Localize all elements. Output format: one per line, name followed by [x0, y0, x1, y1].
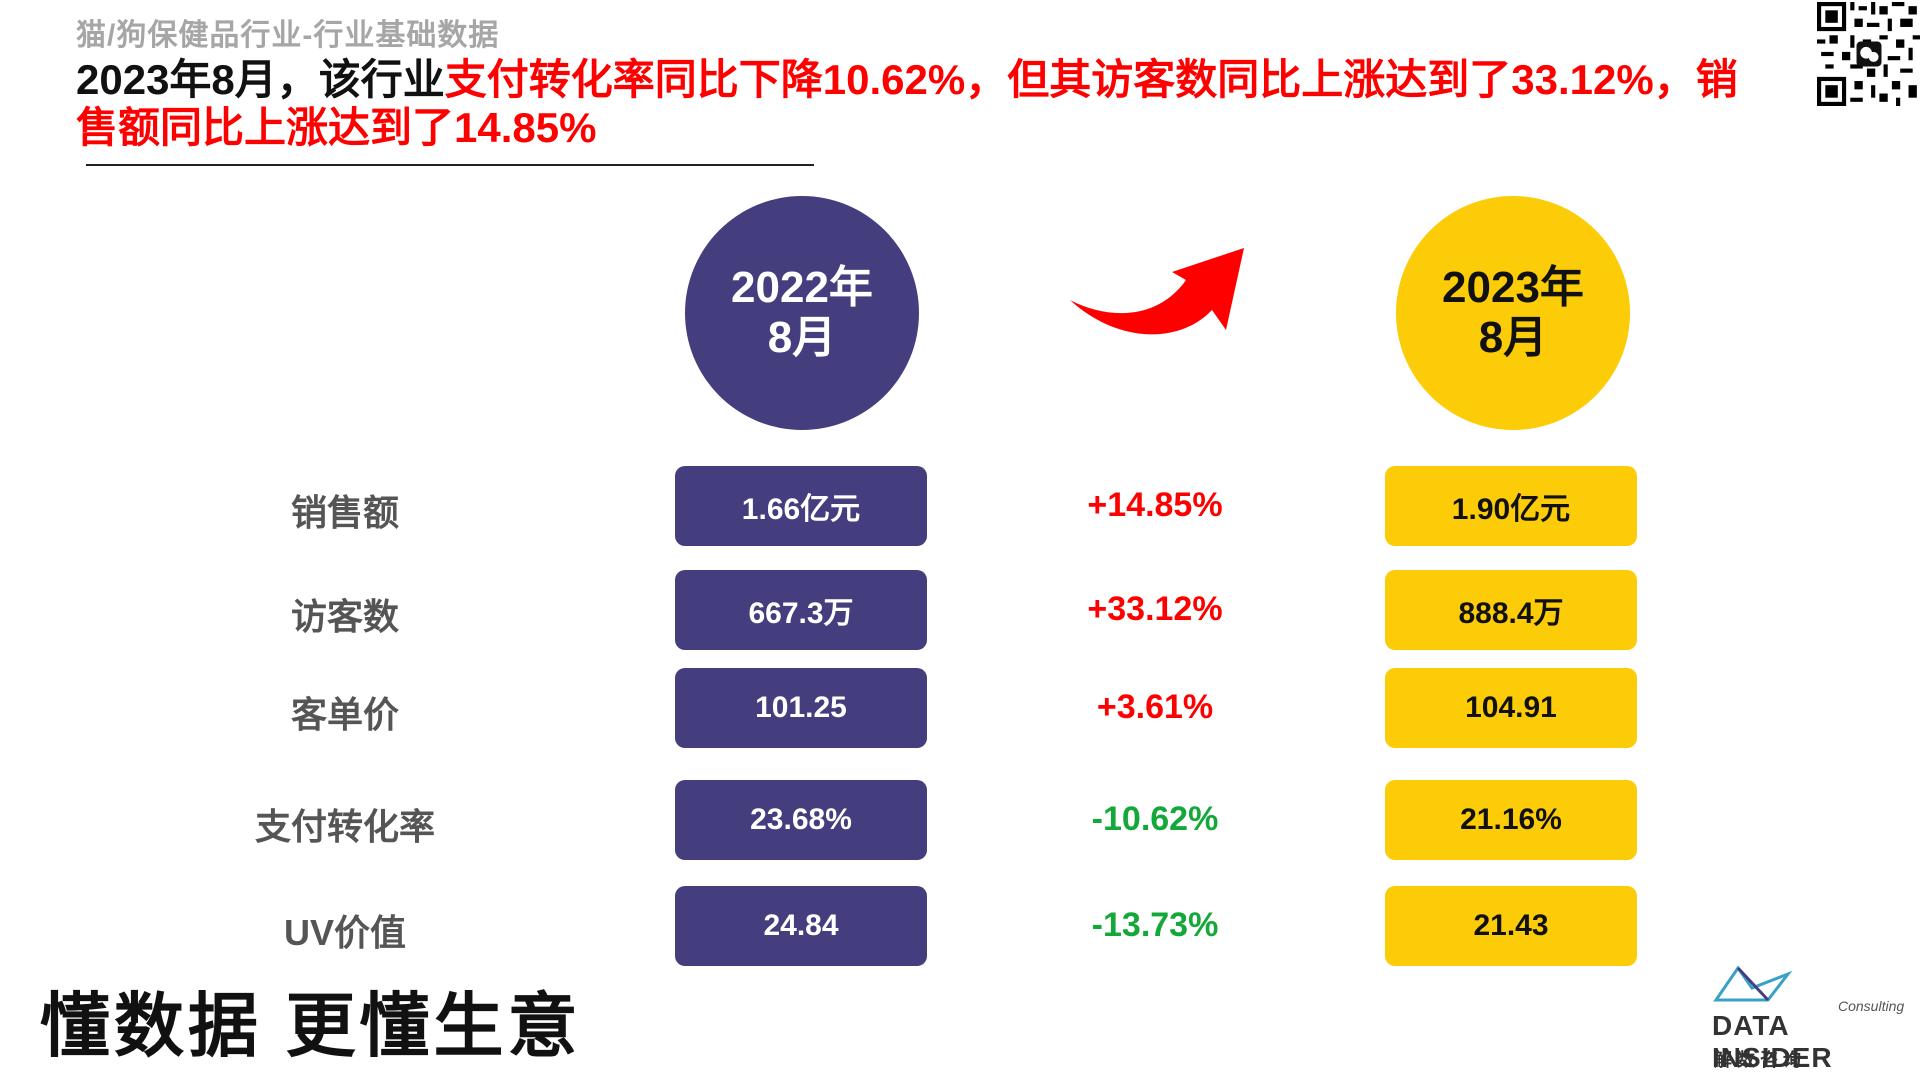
logo-cn: 解数咨询 [1714, 1050, 1806, 1070]
value-2023-visitors: 888.4万 [1385, 570, 1637, 650]
page-subtitle: 猫/狗保健品行业-行业基础数据 [76, 19, 500, 52]
year-2023-label: 2023年 [1442, 263, 1584, 312]
metric-label-visitors: 访客数 [290, 596, 399, 637]
value-2022-conversion: 23.68% [675, 780, 927, 860]
data-insider-logo: Consulting DATA INSIDER 解数咨询 [1712, 962, 1912, 1073]
value-2023-sales: 1.90亿元 [1385, 466, 1637, 546]
value-2023-uv-value: 21.43 [1385, 886, 1637, 966]
change-conversion: -10.62% [1091, 800, 1219, 838]
change-avg-order: +3.61% [1096, 688, 1214, 726]
metric-label-sales: 销售额 [290, 492, 399, 533]
change-uv-value: -13.73% [1091, 906, 1219, 944]
logo-consulting: Consulting [1838, 998, 1905, 1014]
slogan: 懂数据 更懂生意 [40, 987, 582, 1065]
metric-label-uv-value: UV价值 [283, 912, 406, 953]
month-2022-label: 8月 [767, 313, 837, 362]
headline: 2023年8月，该行业支付转化率同比下降10.62%，但其访客数同比上涨达到了3… [76, 56, 1756, 152]
year-2022-circle: 2022年 8月 [685, 196, 919, 430]
headline-divider [86, 164, 814, 166]
metric-label-avg-order: 客单价 [290, 694, 399, 735]
metric-label-conversion: 支付转化率 [254, 806, 435, 847]
value-2022-sales: 1.66亿元 [675, 466, 927, 546]
headline-red: 支付转化率同比下降10.62%，但其访客数同比上涨达到了33.12%，销售额同比… [76, 56, 1738, 151]
value-2023-avg-order: 104.91 [1385, 668, 1637, 748]
change-sales: +14.85% [1087, 486, 1223, 524]
qr-code-icon [1817, 2, 1920, 106]
change-visitors: +33.12% [1087, 590, 1223, 628]
value-2022-visitors: 667.3万 [675, 570, 927, 650]
year-2022-label: 2022年 [731, 263, 873, 312]
data-insider-logo-icon [1713, 965, 1792, 1002]
value-2022-uv-value: 24.84 [675, 886, 927, 966]
value-2022-avg-order: 101.25 [675, 668, 927, 748]
red-curved-arrow-icon [1070, 248, 1244, 335]
headline-black: 2023年8月，该行业 [76, 56, 445, 103]
month-2023-label: 8月 [1478, 313, 1548, 362]
year-2023-circle: 2023年 8月 [1396, 196, 1630, 430]
value-2023-conversion: 21.16% [1385, 780, 1637, 860]
logo-brand: DATA INSIDER [1712, 1010, 1833, 1073]
